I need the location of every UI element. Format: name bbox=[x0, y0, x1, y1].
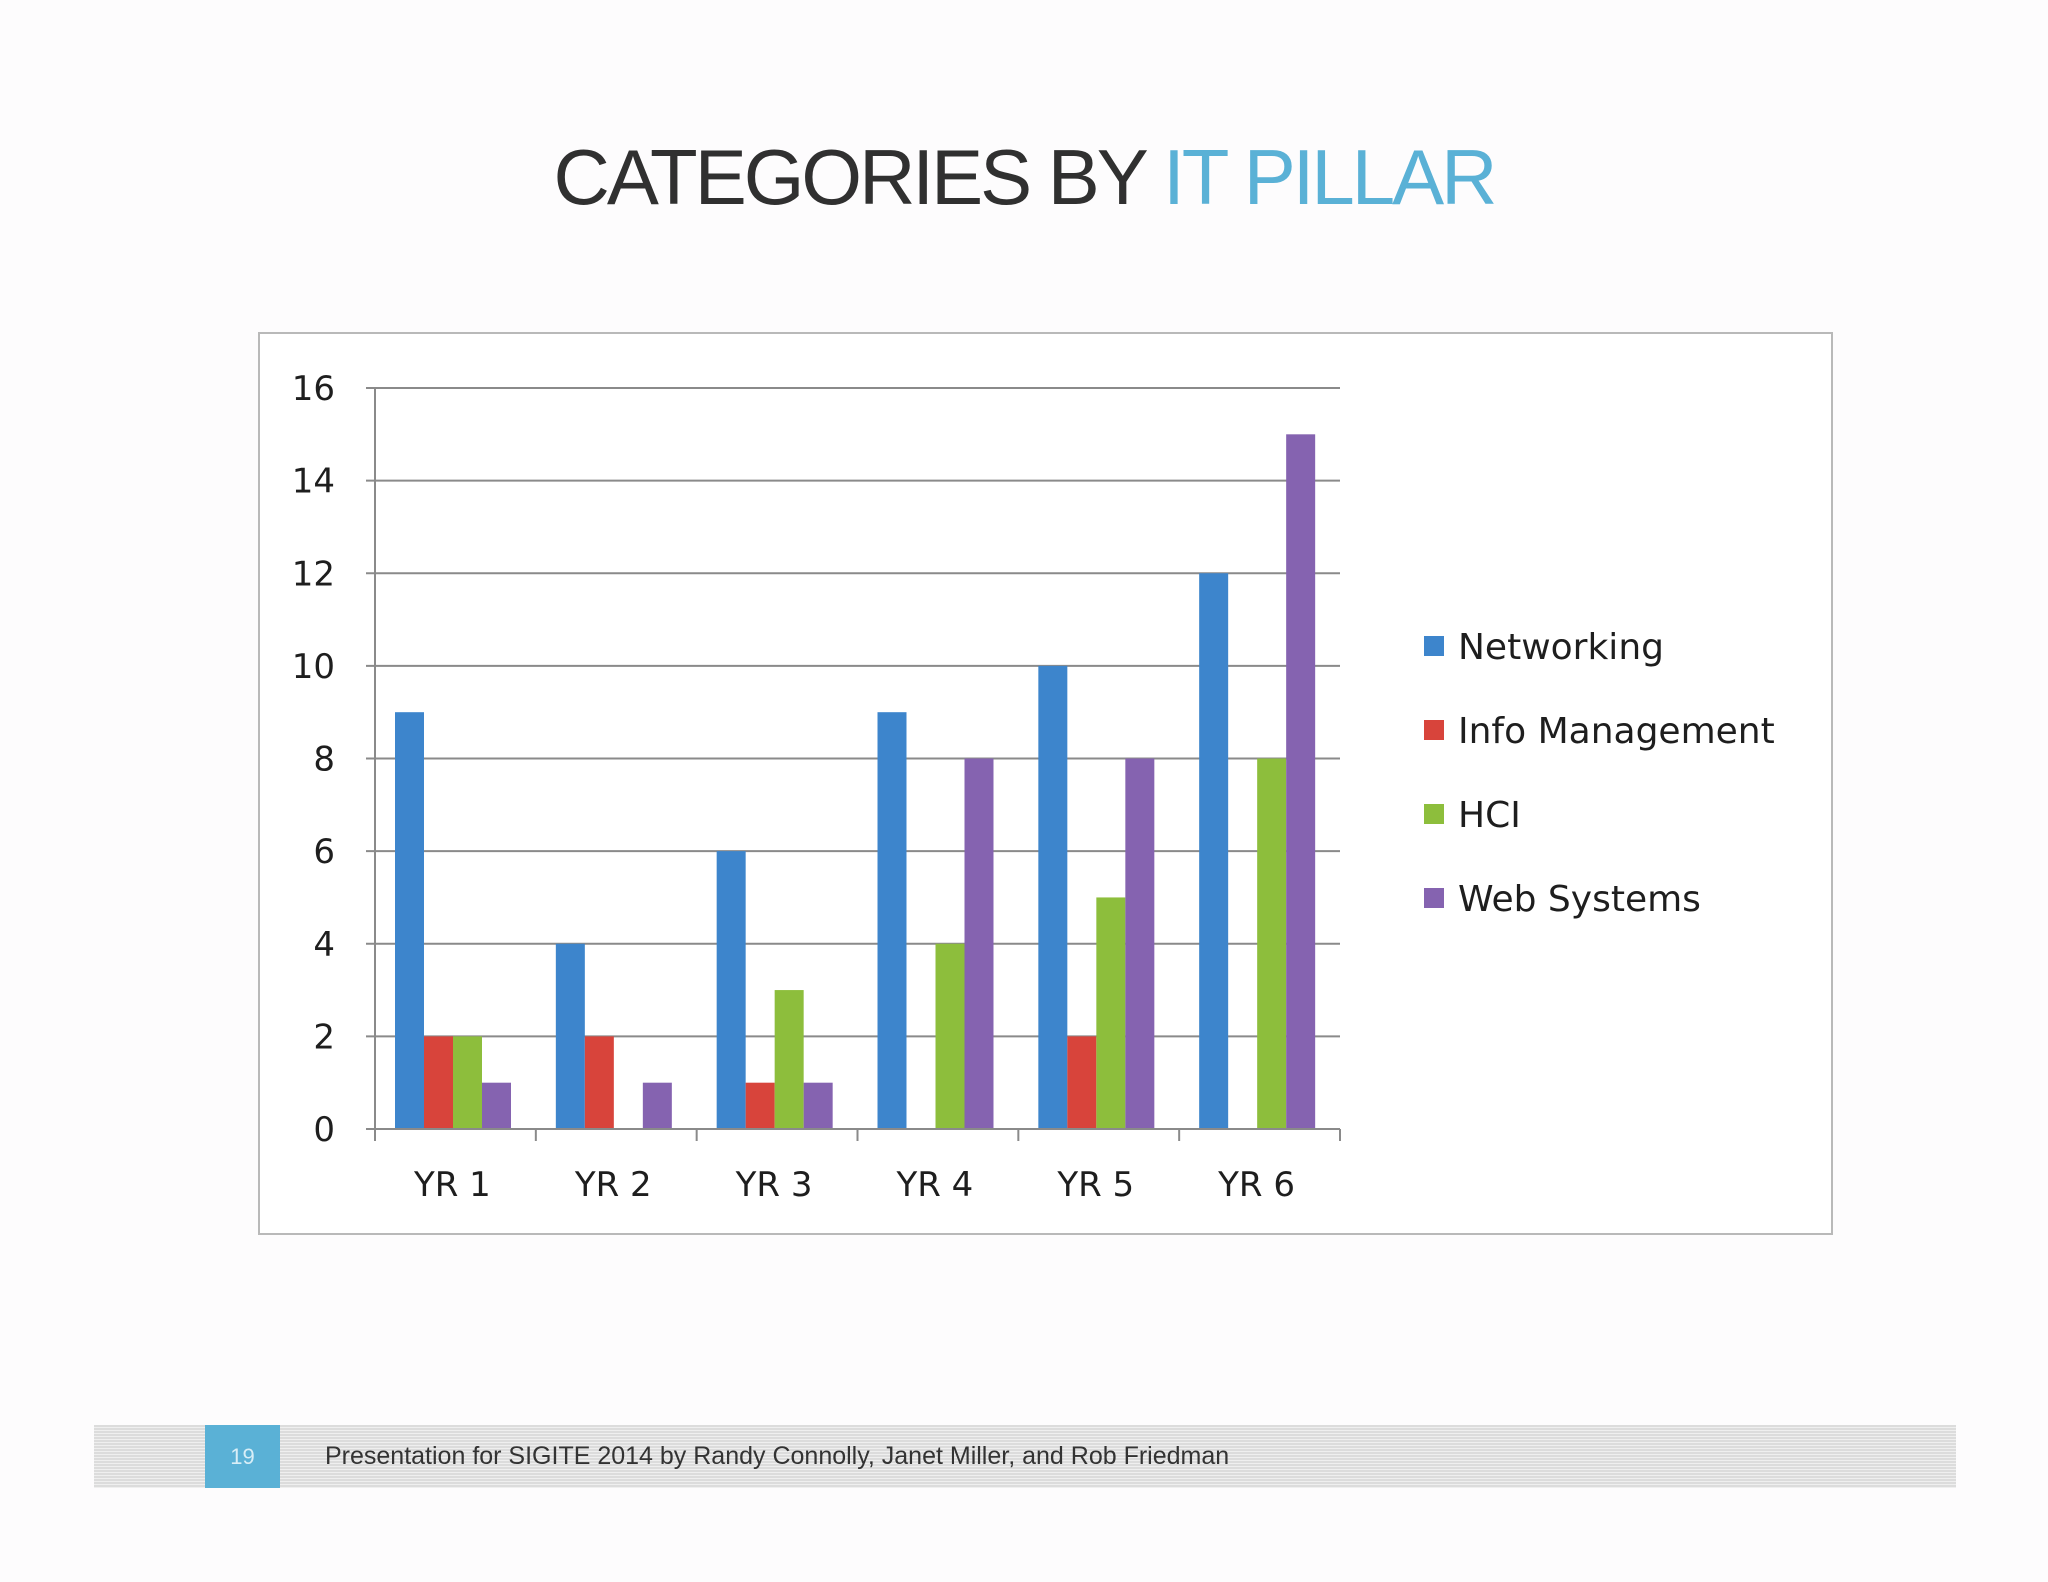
bar bbox=[1096, 897, 1126, 1129]
title-accent: IT PILLAR bbox=[1163, 133, 1497, 221]
footer-text: Presentation for SIGITE 2014 by Randy Co… bbox=[325, 1442, 1230, 1470]
footer-bar: 19 Presentation for SIGITE 2014 by Randy… bbox=[94, 1425, 1956, 1488]
bar bbox=[877, 712, 907, 1129]
legend-swatch bbox=[1424, 804, 1444, 824]
y-tick-label: 4 bbox=[313, 925, 335, 965]
legend-swatch bbox=[1424, 636, 1444, 656]
gridlines bbox=[375, 387, 1340, 1038]
y-tick-label: 14 bbox=[292, 462, 335, 502]
bar bbox=[1286, 434, 1316, 1129]
legend-swatch bbox=[1424, 720, 1444, 740]
legend-label: HCI bbox=[1458, 795, 1521, 836]
bar bbox=[1038, 665, 1068, 1129]
bars bbox=[395, 434, 1316, 1129]
chart-frame: 0 2 4 6 8 10 12 14 16 YR 1 YR 2 YR 3 YR 4 YR 5 YR 6 Ne… bbox=[258, 332, 1833, 1235]
legend: Networking Info Management HCI Web Systems bbox=[1424, 627, 1775, 920]
bar bbox=[424, 1036, 453, 1129]
y-tick-label: 2 bbox=[313, 1017, 335, 1057]
x-tick-label: YR 3 bbox=[735, 1165, 813, 1205]
bar bbox=[642, 1082, 672, 1129]
y-tick-label: 10 bbox=[292, 647, 335, 687]
legend-swatch bbox=[1424, 888, 1444, 908]
x-tick-label: YR 5 bbox=[1056, 1165, 1134, 1205]
bar-chart: 0 2 4 6 8 10 12 14 16 YR 1 YR 2 YR 3 YR 4 YR 5 YR 6 Ne… bbox=[292, 369, 1775, 1205]
y-tick-label: 16 bbox=[292, 369, 335, 409]
axes: 0 2 4 6 8 10 12 14 16 YR 1 YR 2 YR 3 YR 4 YR 5 YR 6 bbox=[292, 369, 1341, 1205]
bar bbox=[482, 1082, 511, 1129]
bar bbox=[1067, 1036, 1097, 1129]
legend-label: Networking bbox=[1458, 627, 1664, 668]
bar bbox=[1257, 758, 1287, 1129]
page-number: 19 bbox=[205, 1425, 280, 1488]
bar bbox=[745, 1082, 775, 1129]
x-tick-label: YR 1 bbox=[413, 1165, 491, 1205]
bar bbox=[935, 943, 965, 1129]
bar bbox=[584, 1036, 614, 1129]
bar bbox=[803, 1082, 833, 1129]
legend-label: Info Management bbox=[1458, 711, 1775, 752]
bar bbox=[453, 1036, 482, 1129]
legend-label: Web Systems bbox=[1458, 879, 1701, 920]
y-tick-label: 6 bbox=[313, 832, 335, 872]
bar bbox=[716, 851, 746, 1129]
bar bbox=[964, 758, 994, 1129]
x-tick-label: YR 2 bbox=[574, 1165, 652, 1205]
bar bbox=[1125, 758, 1155, 1129]
title-main: CATEGORIES BY bbox=[553, 133, 1164, 221]
bar bbox=[774, 990, 804, 1129]
bar bbox=[1199, 573, 1229, 1129]
x-tick-label: YR 6 bbox=[1217, 1165, 1295, 1205]
y-tick-label: 8 bbox=[313, 740, 335, 780]
slide-title: CATEGORIES BY IT PILLAR bbox=[0, 132, 2048, 223]
bar bbox=[555, 943, 585, 1129]
x-tick-label: YR 4 bbox=[895, 1165, 973, 1205]
y-tick-label: 12 bbox=[292, 554, 335, 594]
bar bbox=[395, 712, 424, 1129]
y-tick-label: 0 bbox=[313, 1110, 335, 1150]
